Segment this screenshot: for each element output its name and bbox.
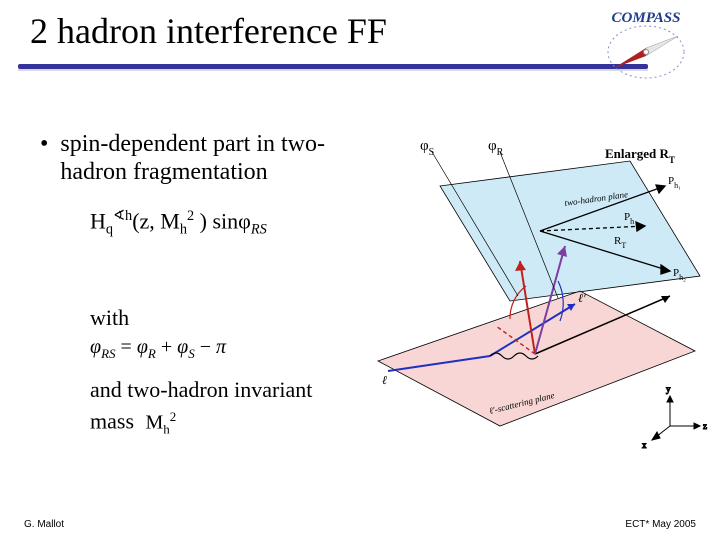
compass-logo: COMPASS <box>596 6 696 86</box>
kinematics-diagram: ℓ ℓ′ Ph₁ Ph₂ Ph <box>370 126 710 456</box>
svg-text:y: y <box>666 384 671 394</box>
with-label: with <box>90 305 129 331</box>
bullet-dot: • <box>40 130 48 158</box>
formula-phi-rs: φRS = φR + φS − π <box>90 336 226 362</box>
title-underline <box>18 64 648 71</box>
invariant-mass-text: and two-hadron invariant mass Mh2 <box>90 376 350 443</box>
svg-text:φS: φS <box>420 138 434 158</box>
formula-fragmentation-function: Hq∢h(z, Mh2 ) sinφRS <box>90 208 267 239</box>
footer-venue: ECT* May 2005 <box>625 519 696 530</box>
bullet-text: spin-dependent part in two-hadron fragme… <box>60 130 370 186</box>
svg-text:Enlarged RT: Enlarged RT <box>605 146 675 165</box>
svg-text:ℓ′: ℓ′ <box>578 291 586 305</box>
page-title: 2 hadron interference FF <box>30 10 387 52</box>
compass-needle-icon <box>614 36 678 68</box>
logo-text: COMPASS <box>612 10 681 26</box>
scattering-plane <box>378 291 695 426</box>
svg-text:x: x <box>642 440 647 450</box>
svg-text:z: z <box>703 421 707 431</box>
bullet-item: • spin-dependent part in two-hadron frag… <box>40 130 370 186</box>
footer-author: G. Mallot <box>24 519 64 530</box>
svg-text:Ph₁: Ph₁ <box>668 175 681 190</box>
coordinate-axes: z y x <box>642 384 707 450</box>
svg-text:ℓ: ℓ <box>382 373 387 387</box>
